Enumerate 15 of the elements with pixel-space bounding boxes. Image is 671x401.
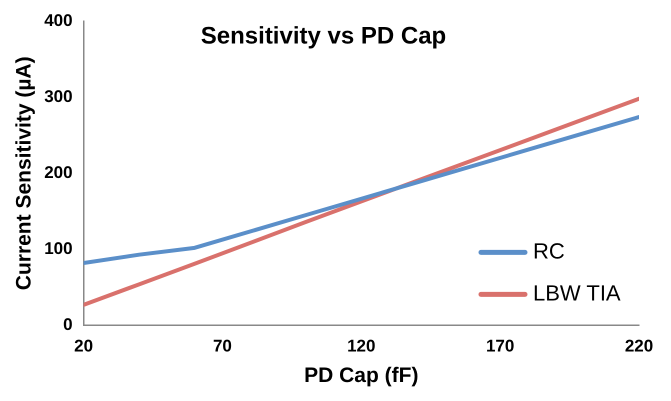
y-axis-title: Current Sensitivity (µA) <box>12 56 36 290</box>
y-tick-label: 0 <box>63 315 73 334</box>
x-tick-label: 20 <box>74 336 94 356</box>
x-tick-label: 70 <box>212 336 232 356</box>
legend-label: RC <box>532 238 565 264</box>
chart-title: Sensitivity vs PD Cap <box>200 22 446 50</box>
x-axis-title: PD Cap (fF) <box>304 364 418 388</box>
x-tick-label: 120 <box>347 336 376 356</box>
y-tick-label: 300 <box>44 86 73 106</box>
y-tick-label: 400 <box>44 10 73 30</box>
legend-label: LBW TIA <box>532 280 621 306</box>
x-tick-label: 170 <box>486 336 514 356</box>
y-tick-label: 200 <box>44 162 73 182</box>
x-tick-label: 220 <box>624 336 654 356</box>
y-tick-label: 100 <box>44 239 73 258</box>
